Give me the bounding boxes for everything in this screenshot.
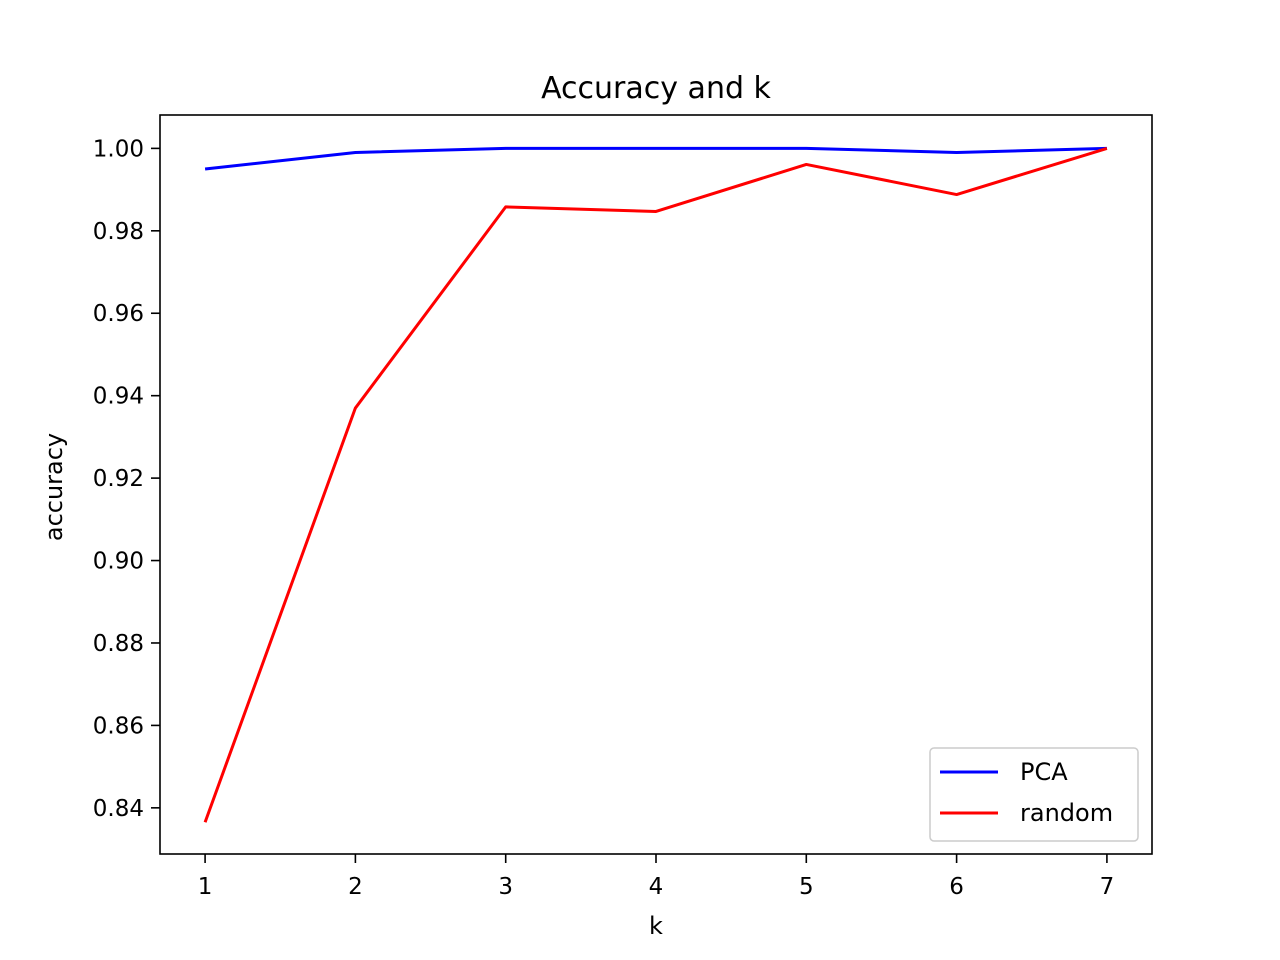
legend-label-pca: PCA: [1020, 758, 1068, 786]
plot-frame: [159, 114, 1153, 855]
x-tick-label: 2: [348, 874, 363, 900]
legend-label-random: random: [1020, 799, 1113, 827]
series-lines: [203, 146, 1108, 823]
x-axis-ticks: 1 2 3 4 5 6 7: [198, 854, 1114, 900]
y-tick-label: 0.90: [93, 549, 144, 575]
y-tick-label: 0.92: [93, 466, 144, 492]
x-tick-label: 3: [498, 874, 513, 900]
y-axis-label: accuracy: [40, 433, 68, 541]
y-tick-label: 0.88: [93, 631, 144, 657]
x-tick-label: 6: [949, 874, 964, 900]
y-tick-label: 1.00: [93, 136, 144, 162]
y-tick-label: 0.86: [93, 713, 144, 739]
x-tick-label: 5: [799, 874, 814, 900]
x-axis-label: k: [649, 912, 663, 940]
y-tick-label: 0.98: [93, 219, 144, 245]
y-tick-label: 0.84: [93, 796, 144, 822]
legend: PCA random: [929, 747, 1139, 842]
series-line-pca: [204, 146, 1107, 171]
x-tick-label: 7: [1100, 874, 1115, 900]
series-line-random: [203, 146, 1108, 823]
y-axis-ticks: 0.84 0.86 0.88 0.90 0.92 0.94 0.96 0.98 1.00: [93, 136, 160, 822]
y-tick-label: 0.96: [93, 301, 144, 327]
y-tick-label: 0.94: [93, 384, 144, 410]
chart-title: Accuracy and k: [541, 71, 771, 106]
x-tick-label: 1: [198, 874, 213, 900]
x-tick-label: 4: [649, 874, 664, 900]
